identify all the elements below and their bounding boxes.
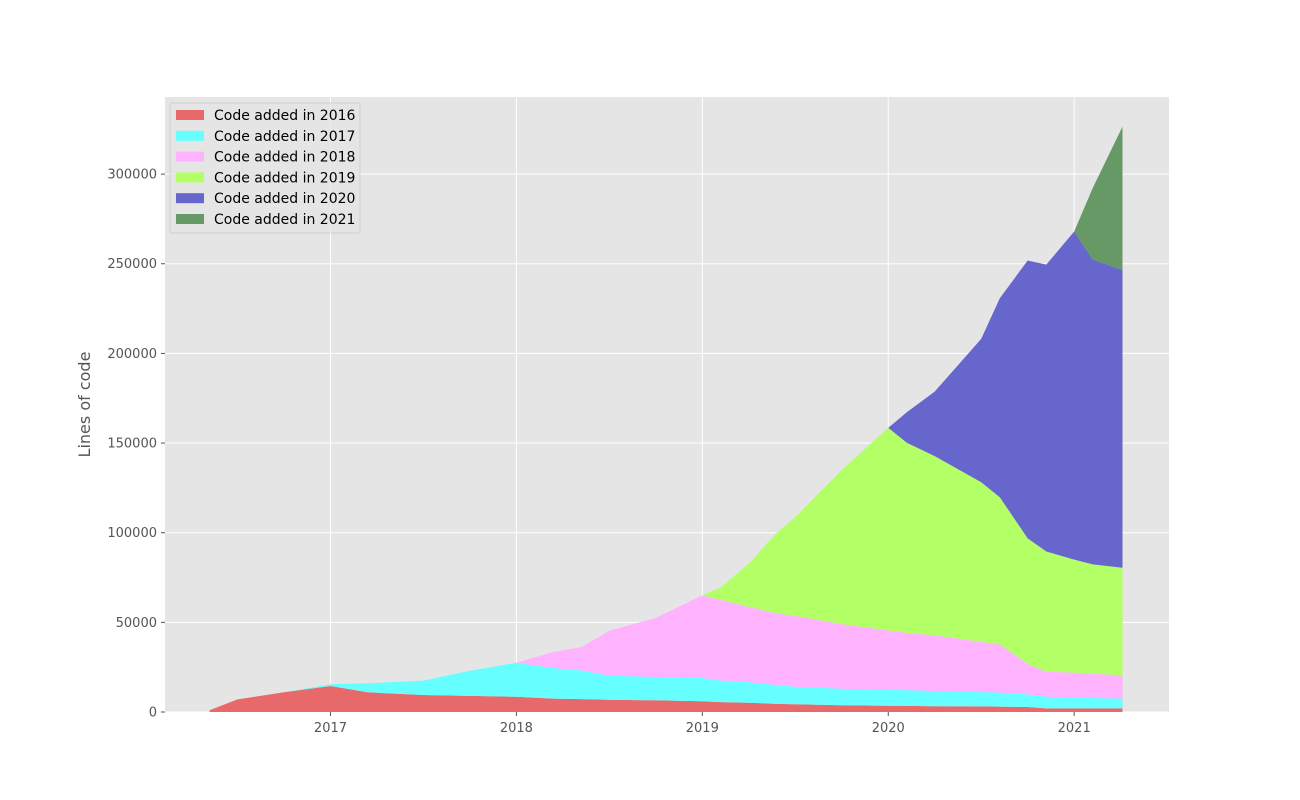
area-series-4 <box>209 427 1123 711</box>
legend-label: Code added in 2020 <box>214 191 355 207</box>
legend-frame <box>169 102 361 234</box>
y-tick-label: 50000 <box>116 616 157 631</box>
x-tick-label: 2019 <box>686 721 719 736</box>
x-tick-label: 2017 <box>314 721 347 736</box>
legend-label: Code added in 2018 <box>214 150 355 166</box>
legend-swatch <box>176 214 204 224</box>
y-axis-title: Lines of code <box>75 352 94 458</box>
y-tick-label: 0 <box>149 706 157 721</box>
area-series-3 <box>209 595 1123 711</box>
legend-label: Code added in 2017 <box>214 129 355 145</box>
area-series-2 <box>209 662 1123 711</box>
x-tick-label: 2020 <box>872 721 905 736</box>
area-series-5 <box>209 231 1123 711</box>
legend-swatch <box>176 130 204 141</box>
y-tick-label: 100000 <box>107 526 157 541</box>
y-tick-label: 250000 <box>107 257 157 272</box>
legend: Code added in 2016 Code added in 2017 Code… <box>169 102 361 234</box>
x-tick-label: 2018 <box>500 721 533 736</box>
legend-label: Code added in 2021 <box>214 212 355 228</box>
x-tick-label: 2021 <box>1058 721 1091 736</box>
y-tick-label: 200000 <box>107 347 157 362</box>
legend-label: Code added in 2016 <box>214 108 356 124</box>
legend-swatch <box>176 193 204 204</box>
y-tick-label: 150000 <box>107 437 157 452</box>
y-axis: 0 50000 100000 150000 200000 250000 300000 <box>107 168 165 721</box>
legend-swatch <box>176 172 204 183</box>
legend-swatch <box>176 110 204 120</box>
legend-label: Code added in 2019 <box>214 170 355 186</box>
y-tick-label: 300000 <box>107 168 157 183</box>
x-axis: 2017 2018 2019 2020 2021 <box>314 712 1091 736</box>
area-series <box>209 126 1123 712</box>
area-series-1 <box>209 686 1123 712</box>
legend-swatch <box>176 151 204 162</box>
